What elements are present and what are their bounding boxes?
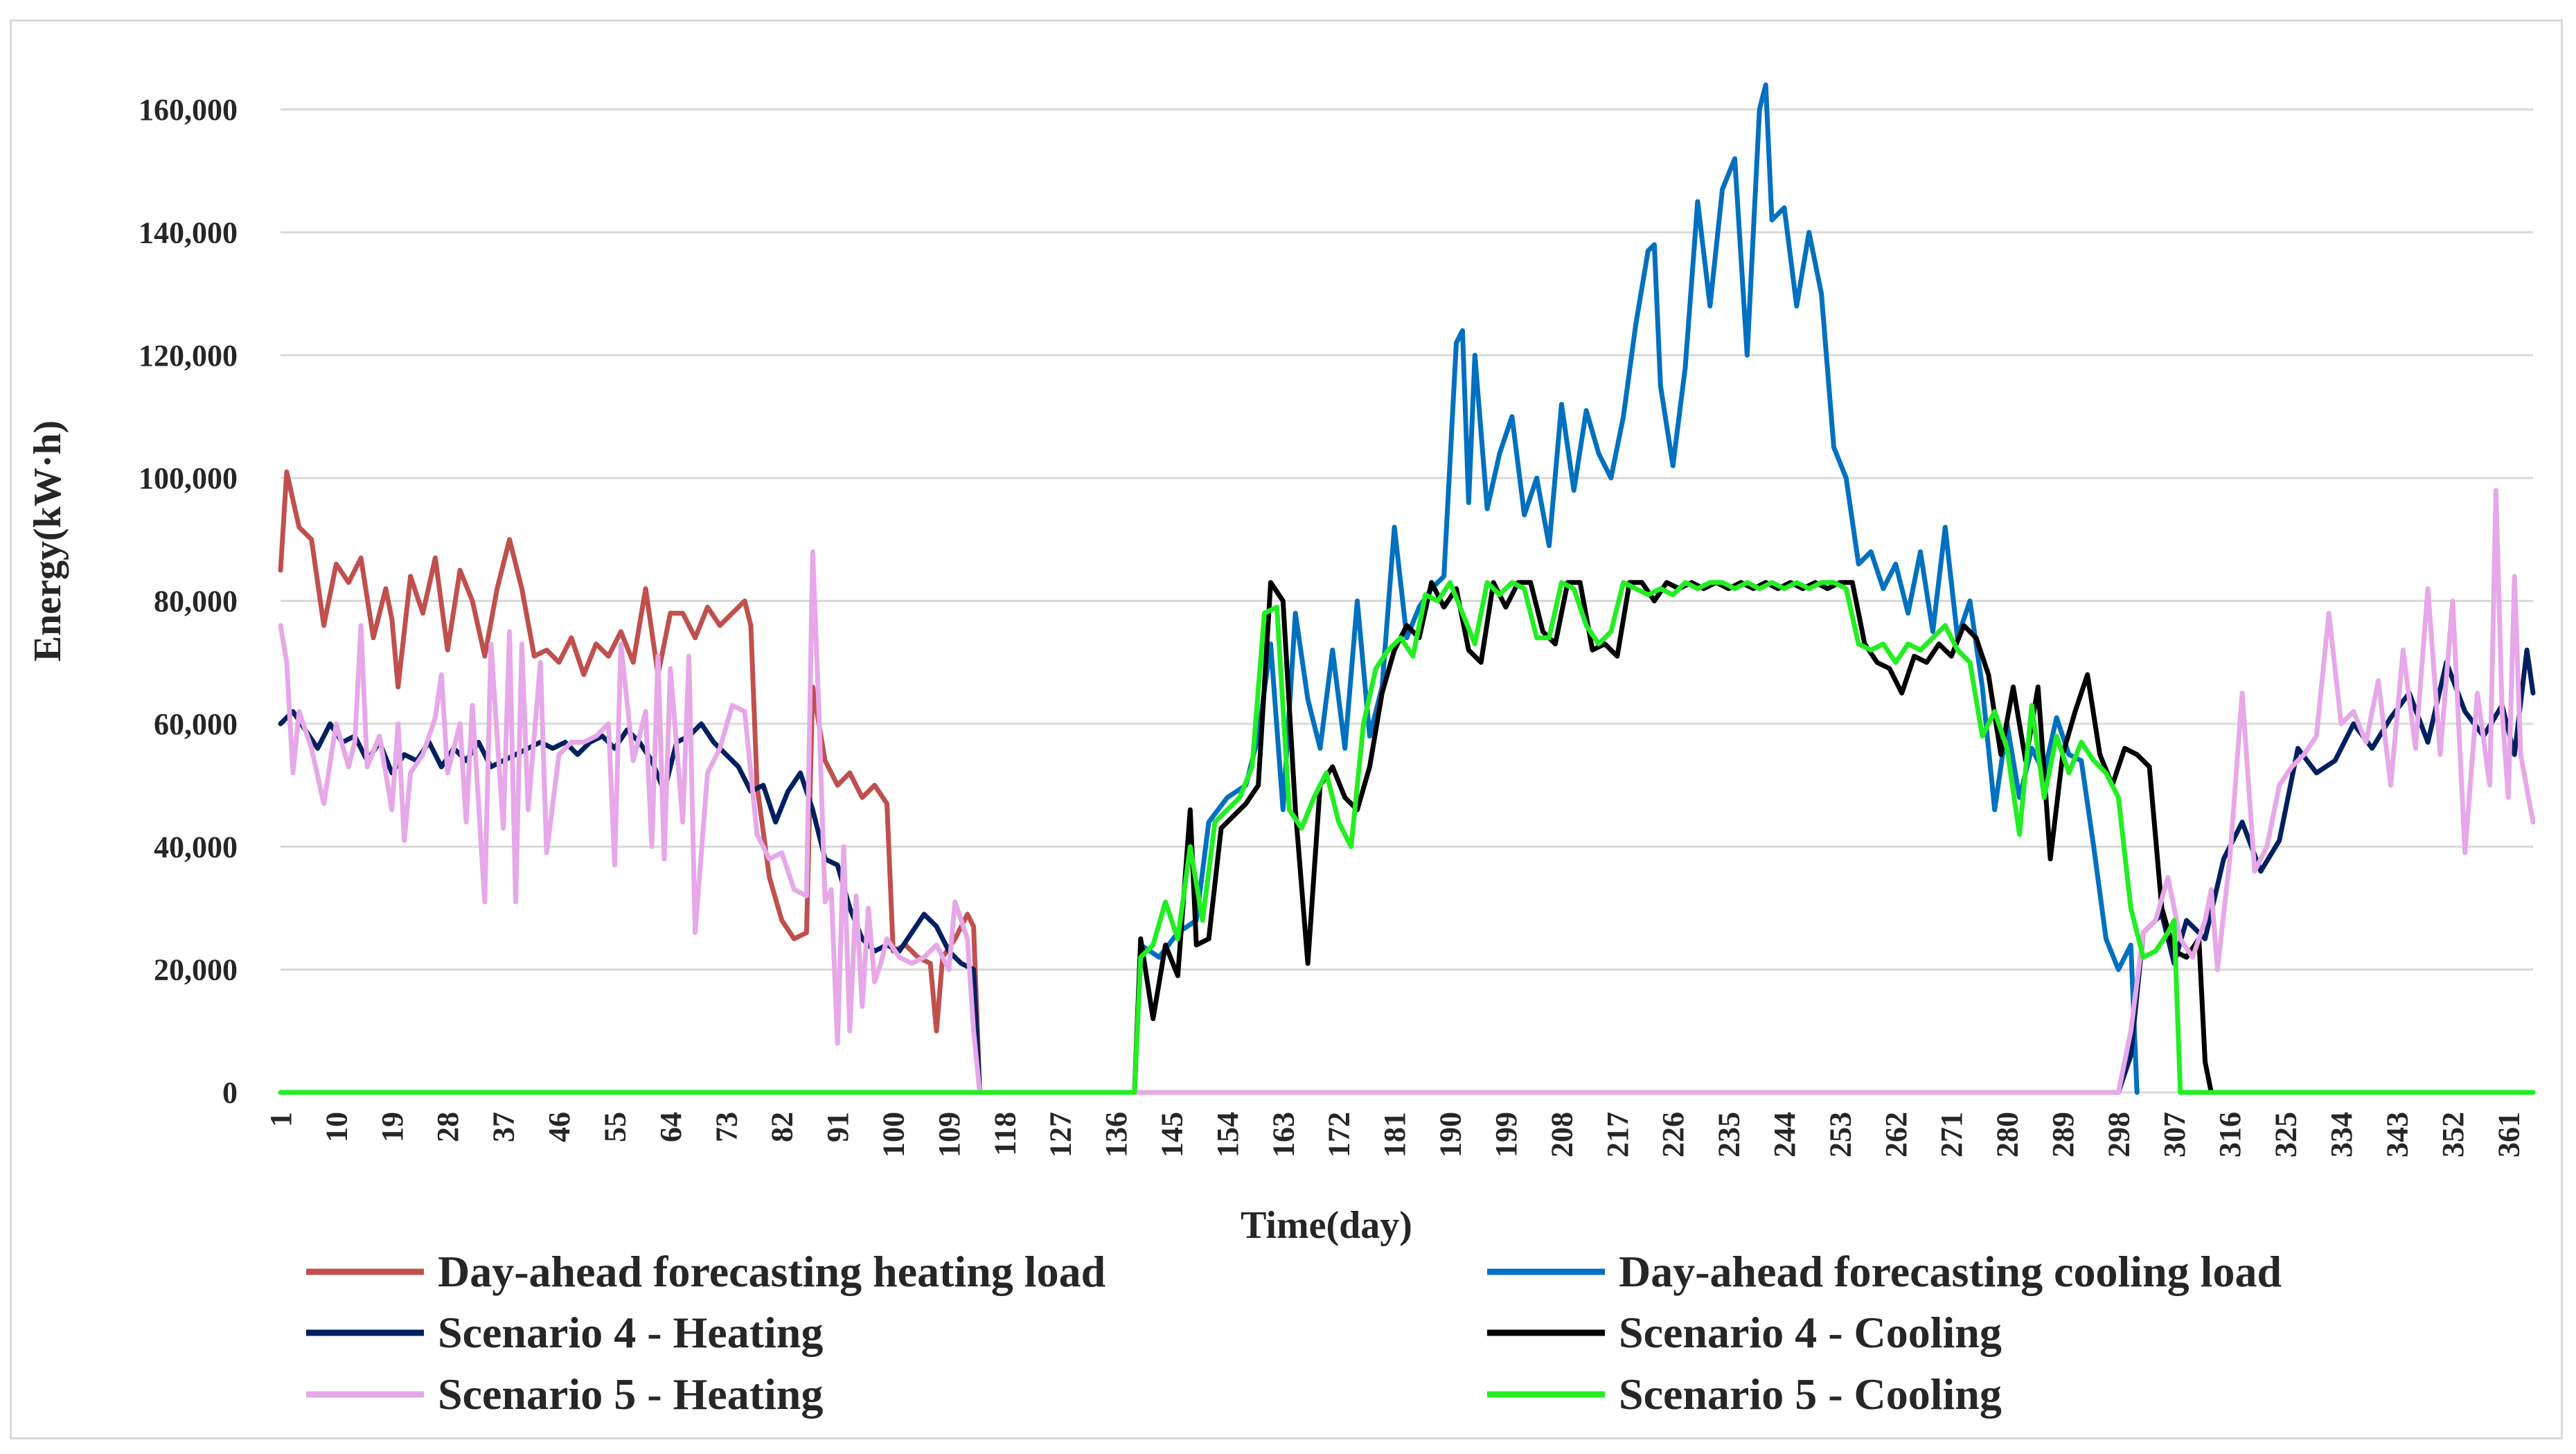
legend-item-heating-forecast: Day-ahead forecasting heating load [306, 1247, 1105, 1296]
legend-item-cooling-forecast: Day-ahead forecasting cooling load [1487, 1247, 2282, 1296]
chart-frame: 0 20,000 40,000 60,000 80,000 100,000 120,000 1… [10, 19, 2563, 1439]
x-tick-label: 109 [932, 1112, 966, 1158]
x-tick-label: 28 [431, 1112, 465, 1142]
legend-label-heating-forecast: Day-ahead forecasting heating load [438, 1247, 1105, 1296]
x-axis-ticks: 1 10 19 28 37 46 55 64 73 82 91 100 109 118 127 136 145 1… [264, 1112, 2525, 1158]
x-tick-label: 73 [709, 1112, 743, 1142]
series-line-4 [278, 488, 2536, 1095]
x-tick-label: 145 [1155, 1112, 1189, 1158]
x-tick-label: 280 [1991, 1112, 2025, 1158]
x-tick-label: 217 [1601, 1112, 1635, 1158]
x-axis-label: Time(day) [1241, 1204, 1412, 1247]
series-line-3 [1132, 580, 2214, 1095]
x-tick-label: 172 [1322, 1112, 1356, 1158]
y-axis-label: Energy(kW·h) [26, 420, 69, 662]
x-tick-label: 19 [375, 1112, 409, 1142]
x-tick-label: 352 [2436, 1112, 2470, 1158]
line-chart: 0 20,000 40,000 60,000 80,000 100,000 120,000 1… [26, 82, 2536, 1419]
x-tick-label: 325 [2269, 1112, 2303, 1158]
x-tick-label: 100 [876, 1112, 910, 1158]
legend-label-cooling-forecast: Day-ahead forecasting cooling load [1619, 1247, 2282, 1296]
x-tick-label: 55 [598, 1112, 632, 1142]
x-tick-label: 190 [1434, 1112, 1468, 1158]
legend-item-scenario5-cooling: Scenario 5 - Cooling [1487, 1369, 2002, 1419]
legend-label-scenario5-heating: Scenario 5 - Heating [438, 1369, 823, 1419]
x-tick-label: 244 [1768, 1112, 1802, 1158]
series-line-0 [278, 469, 982, 1095]
x-tick-label: 127 [1044, 1112, 1078, 1158]
x-tick-label: 1 [264, 1112, 298, 1127]
series-line-5 [278, 580, 2536, 1095]
x-tick-label: 226 [1656, 1112, 1690, 1158]
x-tick-label: 163 [1266, 1112, 1300, 1158]
x-tick-label: 262 [1879, 1112, 1913, 1158]
x-tick-label: 154 [1211, 1112, 1245, 1158]
series-lines [278, 82, 2536, 1095]
y-axis-tick-labels: 0 20,000 40,000 60,000 80,000 100,000 120,000 1… [139, 93, 238, 1110]
x-tick-label: 307 [2158, 1112, 2192, 1158]
x-tick-label: 253 [1823, 1112, 1857, 1158]
y-tick-label: 80,000 [154, 585, 238, 619]
x-tick-label: 235 [1712, 1112, 1746, 1158]
y-tick-label: 60,000 [154, 707, 238, 741]
y-tick-label: 160,000 [139, 93, 238, 127]
y-tick-label: 0 [222, 1076, 238, 1110]
legend-item-scenario4-cooling: Scenario 4 - Cooling [1487, 1308, 2002, 1357]
legend-label-scenario4-cooling: Scenario 4 - Cooling [1619, 1308, 2002, 1357]
x-tick-label: 199 [1489, 1112, 1523, 1158]
x-tick-label: 10 [319, 1112, 353, 1142]
legend-item-scenario4-heating: Scenario 4 - Heating [306, 1308, 823, 1357]
x-tick-label: 46 [542, 1112, 576, 1142]
x-tick-label: 361 [2491, 1112, 2525, 1158]
x-tick-label: 343 [2380, 1112, 2414, 1158]
x-tick-label: 334 [2325, 1112, 2359, 1158]
x-tick-label: 181 [1378, 1112, 1412, 1158]
x-tick-label: 37 [487, 1112, 521, 1142]
x-tick-label: 271 [1935, 1112, 1969, 1158]
x-tick-label: 82 [765, 1112, 799, 1142]
x-tick-label: 118 [988, 1112, 1022, 1156]
y-tick-label: 40,000 [154, 830, 238, 864]
legend-item-scenario5-heating: Scenario 5 - Heating [306, 1369, 823, 1419]
x-tick-label: 208 [1545, 1112, 1579, 1158]
x-tick-label: 289 [2046, 1112, 2080, 1158]
y-tick-label: 140,000 [139, 215, 238, 249]
y-tick-label: 20,000 [154, 953, 238, 987]
x-tick-label: 298 [2102, 1112, 2135, 1158]
y-tick-label: 120,000 [139, 339, 238, 373]
series-line-1 [1132, 82, 2140, 1095]
x-tick-label: 64 [654, 1112, 688, 1142]
legend: Day-ahead forecasting heating load Day-a… [306, 1247, 2282, 1419]
y-tick-label: 100,000 [139, 461, 238, 495]
legend-label-scenario4-heating: Scenario 4 - Heating [438, 1308, 823, 1357]
x-tick-label: 91 [821, 1112, 855, 1142]
x-tick-label: 316 [2213, 1112, 2247, 1158]
legend-label-scenario5-cooling: Scenario 5 - Cooling [1619, 1369, 2002, 1419]
x-tick-label: 136 [1099, 1112, 1133, 1158]
